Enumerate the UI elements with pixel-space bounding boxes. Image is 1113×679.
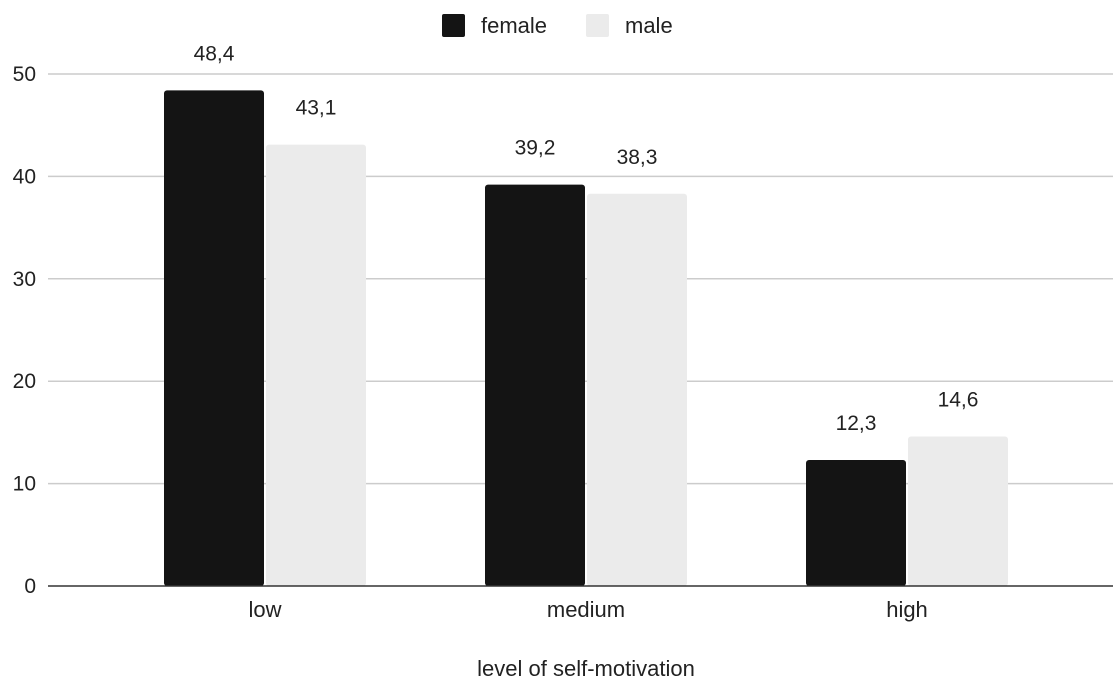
legend: female male [442, 13, 673, 38]
y-axis-ticks: 0 10 20 30 40 50 [13, 63, 36, 598]
data-label-male-medium: 38,3 [617, 146, 658, 169]
y-tick-label: 40 [13, 165, 36, 188]
x-category-label: low [248, 597, 281, 622]
bars [164, 90, 1008, 587]
x-axis-title: level of self-motivation [477, 656, 695, 679]
legend-swatch-female [442, 14, 465, 37]
data-label-male-high: 14,6 [938, 388, 979, 411]
bar-female-high [806, 460, 906, 586]
x-axis-categories: low medium high [248, 597, 927, 622]
legend-swatch-male [586, 14, 609, 37]
bar-female-medium [485, 184, 585, 587]
data-labels: 48,4 43,1 39,2 38,3 12,3 14,6 [194, 42, 979, 435]
x-category-label: high [886, 597, 928, 622]
y-tick-label: 10 [13, 473, 36, 496]
data-label-female-high: 12,3 [836, 412, 877, 435]
data-label-male-low: 43,1 [296, 97, 337, 120]
data-label-female-low: 48,4 [194, 42, 235, 65]
bar-male-high [908, 436, 1008, 586]
y-tick-label: 20 [13, 370, 36, 393]
bar-male-medium [587, 193, 687, 587]
bar-male-low [266, 144, 366, 586]
bar-female-low [164, 90, 264, 586]
y-tick-label: 30 [13, 268, 36, 291]
legend-label-female: female [481, 13, 547, 38]
legend-label-male: male [625, 13, 673, 38]
x-category-label: medium [547, 597, 625, 622]
y-tick-label: 50 [13, 63, 36, 86]
data-label-female-medium: 39,2 [515, 137, 556, 160]
y-tick-label: 0 [24, 575, 36, 598]
